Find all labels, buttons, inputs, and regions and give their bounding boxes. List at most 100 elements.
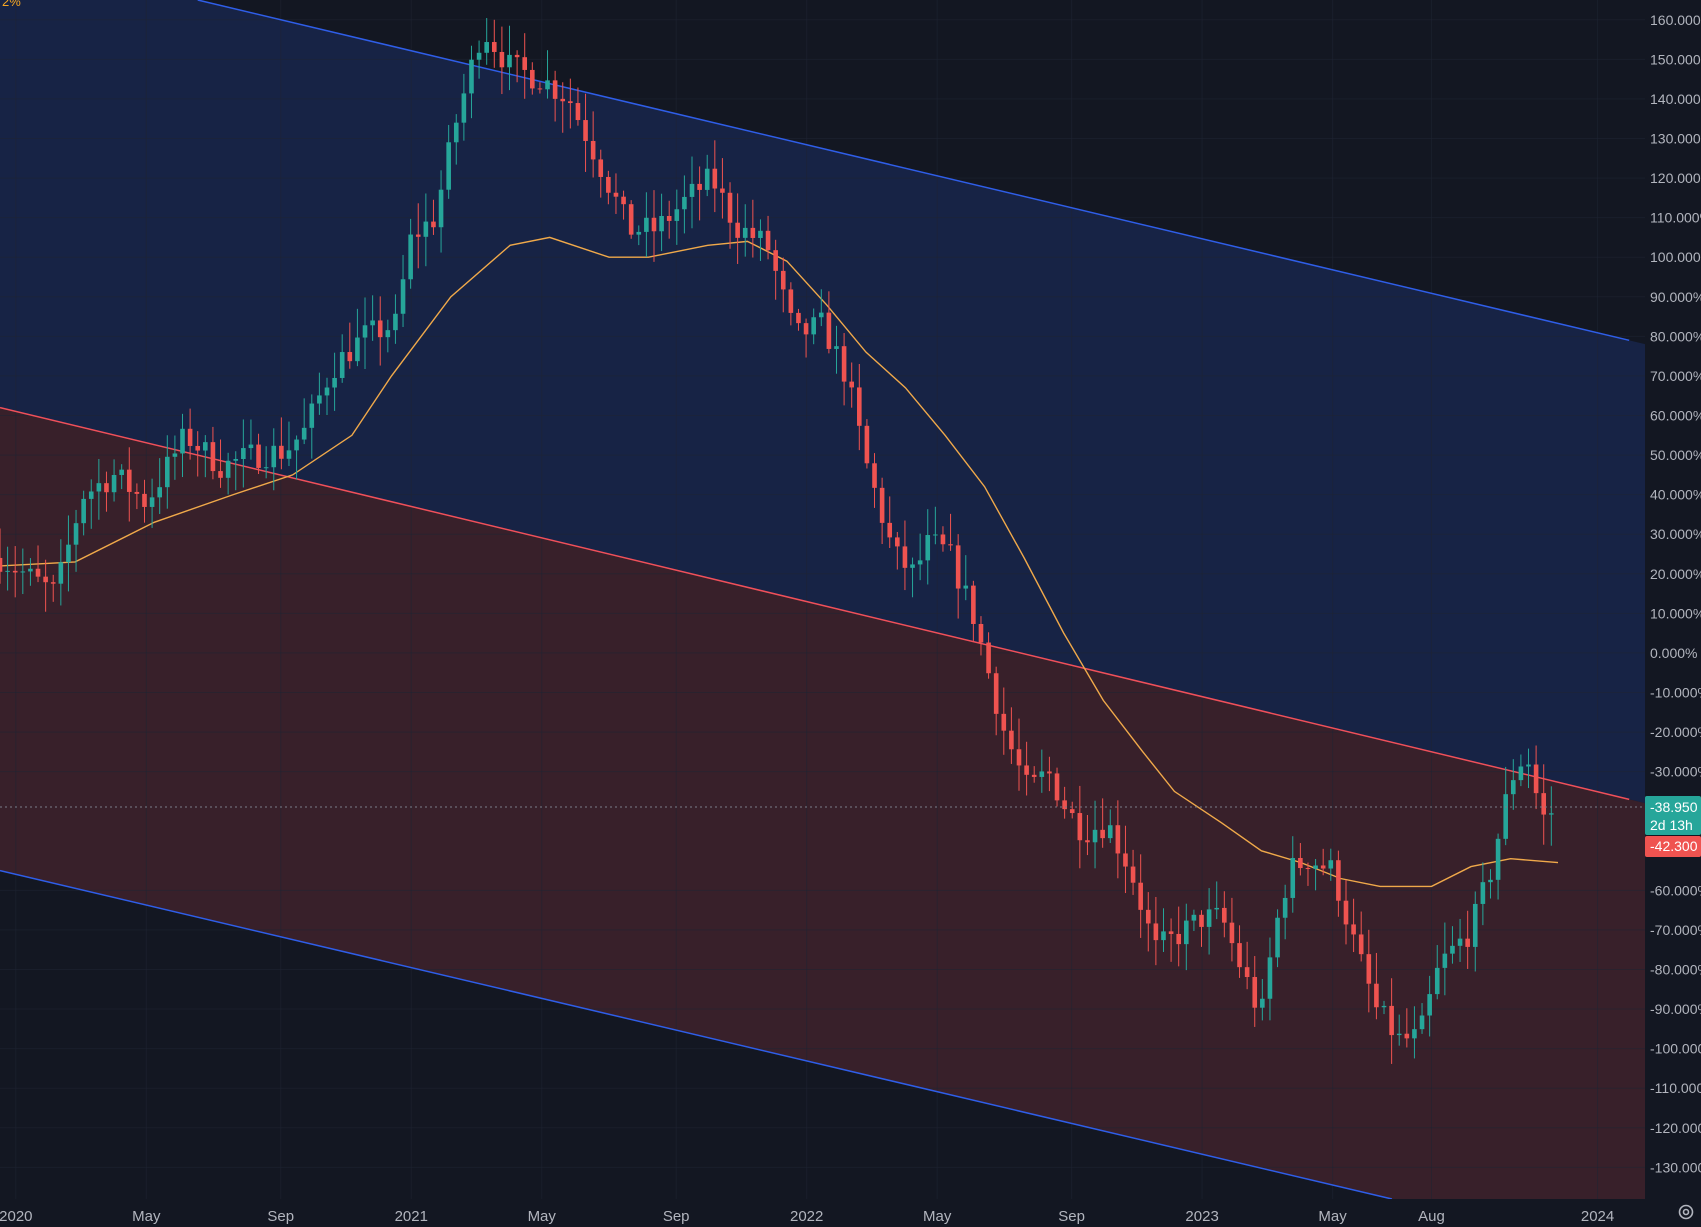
candle-body: [5, 570, 10, 572]
candle-body: [355, 337, 360, 362]
candle-body: [1039, 771, 1045, 777]
candle-body: [187, 428, 193, 446]
x-tick-label: May: [132, 1208, 161, 1225]
candle-body: [149, 497, 155, 507]
candle-body: [461, 93, 467, 123]
candle-body: [1069, 809, 1075, 814]
candle-body: [545, 80, 550, 90]
candle-body: [73, 523, 79, 545]
candle-body: [986, 642, 991, 674]
candle-body: [1229, 922, 1235, 944]
candle-body: [902, 546, 908, 568]
candle-body: [651, 217, 657, 232]
candle-body: [415, 234, 421, 237]
candle-body: [1054, 773, 1060, 801]
y-tick-label: 140.000%: [1650, 91, 1701, 107]
ma-value: -42.300: [1650, 838, 1698, 854]
candle-body: [834, 346, 839, 349]
x-tick-label: 2024: [1581, 1208, 1614, 1225]
candle-body: [385, 330, 391, 338]
candle-body: [1541, 793, 1547, 815]
candle-body: [826, 312, 832, 349]
candle-body: [142, 493, 147, 507]
candle-body: [111, 474, 117, 493]
candle-body: [1358, 934, 1364, 955]
y-tick-label: -110.000%: [1650, 1080, 1701, 1096]
candle-body: [50, 582, 56, 584]
candle-body: [271, 445, 277, 468]
candle-body: [20, 571, 26, 573]
price-axis-bg[interactable]: [1645, 0, 1701, 1227]
candle-body: [241, 448, 246, 459]
candle-body: [203, 442, 208, 451]
candle-body: [818, 312, 824, 318]
candle-body: [438, 189, 444, 228]
candle-body: [1282, 897, 1288, 918]
candle-body: [1191, 914, 1197, 921]
candle-body: [537, 88, 543, 90]
x-tick-label: 2020: [0, 1208, 33, 1225]
candle-body: [1503, 794, 1508, 839]
y-tick-label: -80.000%: [1650, 961, 1701, 977]
candle-body: [575, 103, 581, 121]
candle-body: [1465, 938, 1470, 947]
y-tick-label: -100.000%: [1650, 1041, 1701, 1057]
candle-body: [910, 564, 915, 568]
candle-body: [476, 52, 482, 60]
candle-body: [895, 537, 900, 547]
candle-body: [1199, 914, 1204, 927]
candle-body: [1442, 953, 1448, 968]
candle-body: [324, 387, 330, 396]
candle-body: [948, 544, 953, 546]
gear-icon[interactable]: [1675, 1201, 1697, 1223]
candle-body: [469, 59, 474, 94]
candle-body: [172, 453, 178, 457]
time-axis-bg[interactable]: [0, 1199, 1701, 1227]
bar-countdown: 2d 13h: [1650, 817, 1693, 833]
y-tick-label: 160.000%: [1650, 12, 1701, 28]
candle-body: [872, 463, 877, 488]
ma-line: [0, 236, 1559, 888]
candle-body: [1533, 764, 1539, 794]
candle-body: [195, 445, 201, 451]
candle-body: [1480, 882, 1486, 904]
candle-body: [1161, 931, 1166, 941]
candle-body: [339, 352, 345, 378]
candle-body: [400, 279, 406, 314]
candle-body: [126, 469, 132, 492]
candle-body: [1016, 749, 1022, 766]
candle-body: [978, 623, 984, 643]
candle-body: [393, 313, 398, 331]
candle-body: [1549, 813, 1554, 815]
candle-body: [446, 142, 451, 190]
candle-body: [370, 320, 375, 326]
candle-body: [689, 183, 695, 197]
x-tick-label: May: [1318, 1208, 1347, 1225]
candle-body: [780, 270, 786, 290]
candle-body: [857, 387, 862, 426]
candle-body: [590, 140, 596, 160]
candle-body: [1351, 924, 1356, 935]
candle-body: [66, 544, 71, 563]
y-tick-label: 80.000%: [1650, 328, 1701, 344]
candle-body: [1130, 866, 1136, 883]
candle-body: [301, 427, 307, 440]
candle-body: [598, 159, 604, 177]
candle-body: [530, 69, 535, 89]
candle-body: [1244, 967, 1250, 978]
y-tick-label: 30.000%: [1650, 526, 1701, 542]
candle-body: [1450, 945, 1455, 954]
candle-body: [1085, 840, 1090, 843]
candle-body: [1077, 813, 1083, 841]
candle-body: [742, 227, 748, 238]
candle-body: [453, 122, 459, 143]
y-tick-label: 120.000%: [1650, 170, 1701, 186]
candles: [0, 18, 1554, 1064]
y-tick-label: 130.000%: [1650, 130, 1701, 146]
candle-body: [864, 425, 870, 464]
channel-upper-line: [197, 0, 1630, 342]
candle-body: [1336, 860, 1341, 901]
x-tick-label: Aug: [1418, 1208, 1445, 1225]
candle-body: [408, 234, 413, 280]
